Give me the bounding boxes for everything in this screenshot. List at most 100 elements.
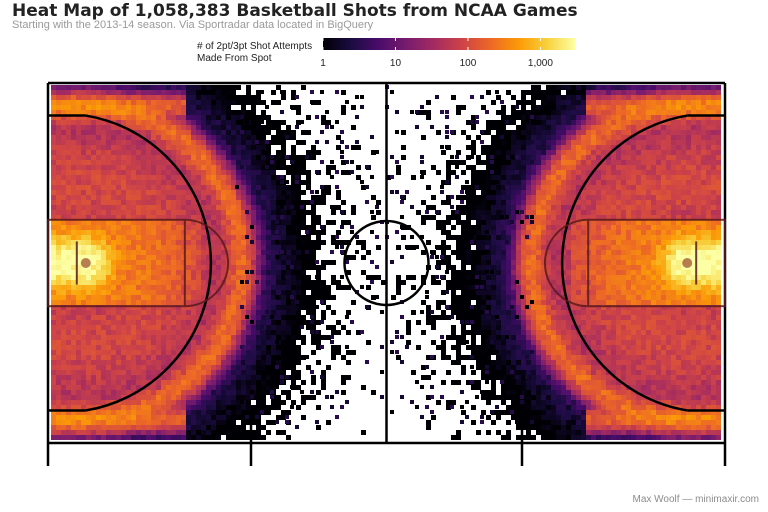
heat-cell (696, 110, 701, 115)
heat-cell (61, 225, 66, 230)
heat-cell (186, 230, 191, 235)
heat-cell (251, 280, 256, 285)
heat-cell (661, 275, 666, 280)
heat-cell (241, 145, 246, 150)
heat-cell (251, 155, 256, 160)
heat-cell (371, 215, 376, 220)
color-legend: 1 10 100 1,000 (320, 38, 575, 69)
heat-cell (631, 105, 636, 110)
heat-cell (686, 105, 691, 110)
heat-cell (511, 195, 516, 200)
heat-cell (261, 275, 266, 280)
heat-cell (571, 170, 576, 175)
heat-cell (211, 240, 216, 245)
heat-cell (691, 215, 696, 220)
heat-cell (566, 90, 571, 95)
heat-cell (441, 290, 446, 295)
heat-cell (261, 245, 266, 250)
heat-cell (676, 230, 681, 235)
heat-cell (681, 210, 686, 215)
heat-cell (81, 285, 86, 290)
heat-cell (516, 160, 521, 165)
heat-cell (521, 260, 526, 265)
heat-cell (226, 290, 231, 295)
heat-cell (601, 230, 606, 235)
heat-cell (461, 185, 466, 190)
heat-cell (481, 275, 486, 280)
heat-cell (656, 135, 661, 140)
heat-cell (286, 310, 291, 315)
heat-cell (556, 205, 561, 210)
heat-cell (246, 185, 251, 190)
heat-cell (86, 95, 91, 100)
heat-cell (226, 235, 231, 240)
heat-cell (506, 190, 511, 195)
heat-cell (646, 205, 651, 210)
heat-cell (676, 165, 681, 170)
heat-cell (301, 240, 306, 245)
heat-cell (701, 150, 706, 155)
heat-cell (696, 195, 701, 200)
heat-cell (686, 125, 691, 130)
heat-cell (531, 105, 536, 110)
heat-cell (151, 90, 156, 95)
heat-cell (511, 280, 516, 285)
heat-cell (716, 270, 721, 275)
heat-cell (111, 90, 116, 95)
heat-cell (66, 205, 71, 210)
heat-cell (336, 135, 341, 140)
heat-cell (196, 170, 201, 175)
heat-cell (566, 105, 571, 110)
heat-cell (146, 275, 151, 280)
heat-cell (276, 160, 281, 165)
heat-cell (656, 180, 661, 185)
heat-cell (56, 120, 61, 125)
heat-cell (211, 175, 216, 180)
heat-cell (686, 240, 691, 245)
heat-cell (636, 225, 641, 230)
heat-cell (556, 165, 561, 170)
heat-cell (636, 300, 641, 305)
heat-cell (121, 145, 126, 150)
heat-cell (396, 275, 401, 280)
heat-cell (171, 115, 176, 120)
heat-cell (486, 160, 491, 165)
heat-cell (461, 195, 466, 200)
heat-cell (546, 215, 551, 220)
heat-cell (681, 120, 686, 125)
heat-cell (646, 95, 651, 100)
heat-cell (186, 90, 191, 95)
heat-cell (231, 285, 236, 290)
heat-cell (671, 255, 676, 260)
heat-cell (106, 285, 111, 290)
heat-cell (141, 295, 146, 300)
heat-cell (91, 145, 96, 150)
heat-cell (66, 210, 71, 215)
heat-cell (201, 265, 206, 270)
heat-cell (266, 255, 271, 260)
heat-cell (546, 145, 551, 150)
heat-cell (471, 230, 476, 235)
heat-cell (236, 135, 241, 140)
heat-cell (681, 95, 686, 100)
heat-cell (171, 165, 176, 170)
heat-cell (511, 245, 516, 250)
heat-cell (586, 190, 591, 195)
heat-cell (286, 165, 291, 170)
heat-cell (531, 250, 536, 255)
heat-cell (611, 265, 616, 270)
heat-cell (116, 150, 121, 155)
heat-cell (646, 170, 651, 175)
heat-cell (421, 135, 426, 140)
heat-cell (66, 255, 71, 260)
heat-cell (101, 280, 106, 285)
heat-cell (506, 235, 511, 240)
heat-cell (491, 135, 496, 140)
heat-cell (481, 230, 486, 235)
heat-cell (641, 245, 646, 250)
heat-cell (486, 220, 491, 225)
heat-cell (656, 220, 661, 225)
heat-cell (706, 260, 711, 265)
heat-cell (591, 130, 596, 135)
heat-cell (66, 270, 71, 275)
